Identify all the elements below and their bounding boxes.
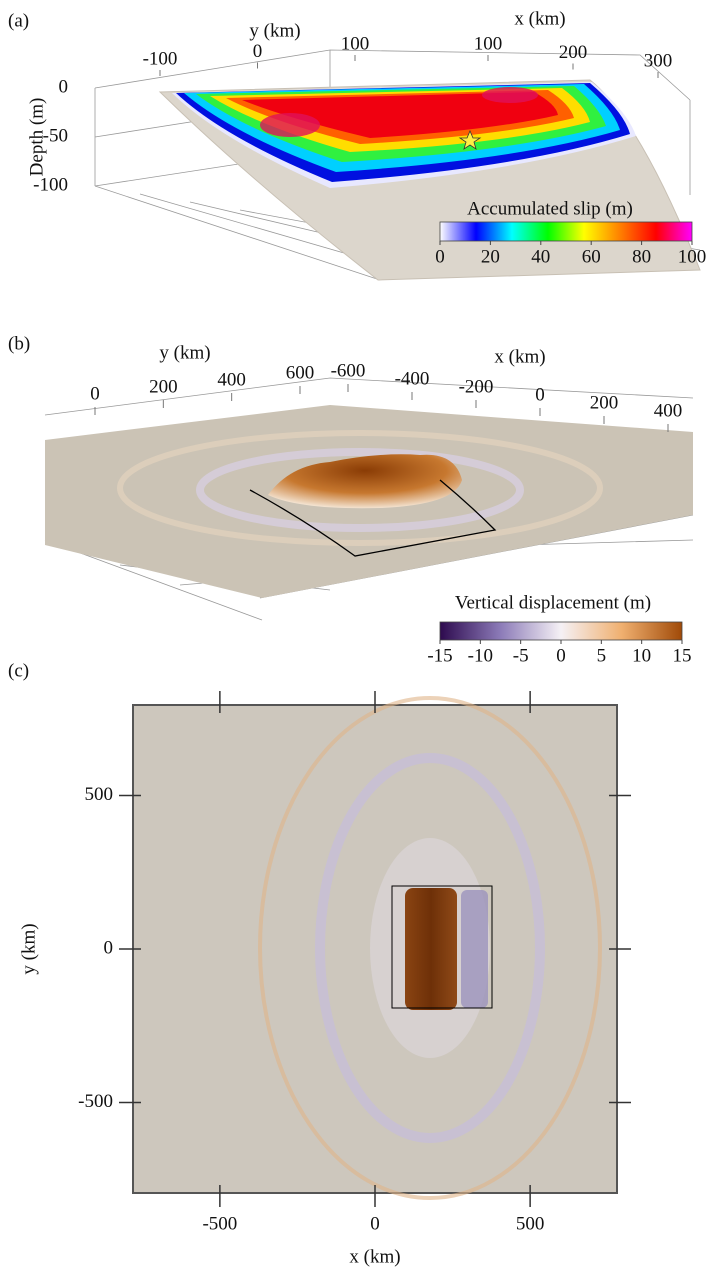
x-tick-label: 200 [590, 392, 619, 413]
colorbar-tick-label: 40 [531, 246, 550, 267]
y-tick-label: -500 [78, 1091, 113, 1112]
y-axis-title: y (km) [18, 923, 39, 974]
x-tick-label: 400 [654, 400, 683, 421]
colorbar-tick-label: 0 [556, 645, 566, 666]
colorbar-title: Accumulated slip (m) [467, 198, 633, 219]
slip-patch [172, 82, 636, 188]
generated: (a) y (km)x (km)Depth (m)-100 0 100 100 200 30… [8, 8, 706, 1267]
y-tick-label: 600 [286, 362, 315, 383]
panel-label: (c) [8, 660, 29, 681]
z-tick-label: -50 [43, 125, 68, 146]
colorbar-tick-label: -5 [513, 645, 529, 666]
colorbar [439, 221, 693, 242]
colorbar [439, 621, 683, 641]
panel-b-surface [44, 377, 694, 621]
panel-a-box [94, 49, 701, 281]
x-tick-label: 500 [516, 1213, 545, 1234]
z-tick-label: -100 [33, 174, 68, 195]
panel-label: (a) [8, 10, 29, 31]
x-axis-title: x (km) [494, 346, 545, 367]
y-axis-title: y (km) [159, 342, 210, 363]
z-axis-title: Depth (m) [26, 98, 47, 177]
x-tick-label: 200 [559, 42, 588, 63]
y-tick-label: -100 [143, 48, 178, 69]
colorbar-tick-label: 10 [632, 645, 651, 666]
colorbar-tick-label: 80 [632, 246, 651, 267]
colorbar-tick-label: -15 [427, 645, 452, 666]
colorbar-tick-label: -10 [468, 645, 493, 666]
colorbar-tick-label: 20 [481, 246, 500, 267]
y-tick-label: 0 [90, 383, 100, 404]
colorbar-title: Vertical displacement (m) [455, 592, 651, 613]
y-tick-label: 0 [104, 937, 114, 958]
colorbar-tick-label: 100 [678, 246, 707, 267]
x-axis-title: x (km) [349, 1246, 400, 1267]
colorbar-tick-label: 5 [597, 645, 607, 666]
y-tick-label: 500 [85, 784, 114, 805]
y-tick-label: 400 [217, 369, 246, 390]
x-tick-label: -400 [395, 368, 430, 389]
colorbar-tick-label: 60 [582, 246, 601, 267]
colorbar-tick-label: 15 [673, 645, 692, 666]
colorbar-tick-label: 0 [435, 246, 445, 267]
x-tick-label: -500 [202, 1213, 237, 1234]
x-axis-title: x (km) [514, 8, 565, 29]
panel-label: (b) [8, 333, 30, 354]
x-tick-label: -600 [331, 360, 366, 381]
x-tick-label: 0 [370, 1213, 380, 1234]
y-axis-title: y (km) [249, 20, 300, 41]
x-tick-label: 0 [535, 384, 545, 405]
x-tick-label: -200 [459, 376, 494, 397]
z-tick-label: 0 [59, 76, 69, 97]
x-tick-label: 100 [474, 33, 503, 54]
y-tick-label: 200 [149, 376, 178, 397]
panel-c-map [132, 696, 618, 1200]
y-tick-label: 0 [253, 41, 263, 62]
x-tick-label: 300 [644, 50, 673, 71]
y-tick-label: 100 [341, 33, 370, 54]
